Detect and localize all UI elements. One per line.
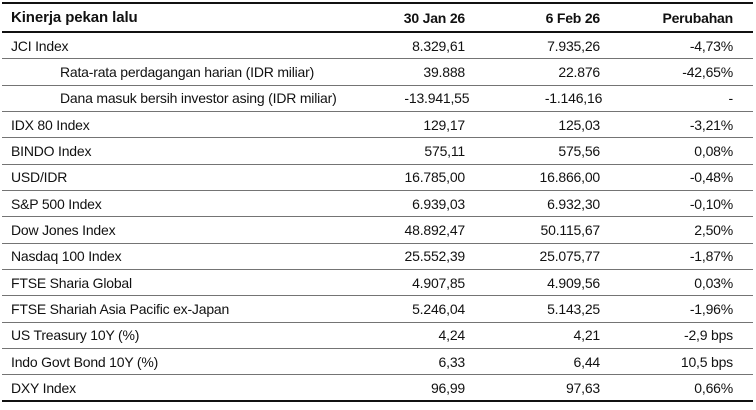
value-6feb: 25.075,77 [539,248,601,265]
table-row: Dow Jones Index 48.892,47 50.115,67 2,50… [2,217,753,244]
table-row: FTSE Shariah Asia Pacific ex-Japan 5.246… [2,296,753,323]
value-change: -2,9 bps [684,327,733,344]
column-header-perubahan: Perubahan [662,9,733,26]
value-30jan: 4,24 [438,327,466,344]
row-label: S&P 500 Index [11,195,102,212]
value-change: -1,96% [689,301,733,318]
table-row: DXY Index 96,99 97,63 0,66% [2,375,753,402]
row-label: BINDO Index [11,143,92,160]
row-label: Dow Jones Index [11,222,116,239]
row-label: FTSE Sharia Global [11,274,132,291]
row-label: DXY Index [11,379,76,396]
value-30jan: 25.552,39 [404,248,466,265]
table-title: Kinerja pekan lalu [11,9,138,26]
column-header-30jan: 30 Jan 26 [403,9,465,26]
value-6feb: 6.932,30 [547,195,600,212]
value-change: 10,5 bps [680,353,733,370]
table-row: Rata-rata perdagangan harian (IDR miliar… [2,59,753,86]
value-6feb: 6,44 [573,353,601,370]
column-header-6feb: 6 Feb 26 [545,9,601,26]
value-change: -3,21% [689,116,733,133]
value-6feb: 16.866,00 [539,169,601,186]
row-label: Dana masuk bersih investor asing (IDR mi… [60,90,337,107]
table-row: USD/IDR 16.785,00 16.866,00 -0,48% [2,165,753,192]
table-row: US Treasury 10Y (%) 4,24 4,21 -2,9 bps [2,323,753,350]
value-change: -4,73% [689,37,733,54]
value-30jan: 6,33 [438,353,466,370]
value-change: - [728,90,734,107]
value-change: -42,65% [682,64,733,81]
value-30jan: -13.941,55 [404,90,470,107]
value-30jan: 48.892,47 [404,222,466,239]
value-30jan: 8.329,61 [412,37,465,54]
value-6feb: 575,56 [558,143,600,160]
table-row: FTSE Sharia Global 4.907,85 4.909,56 0,0… [2,270,753,297]
table-row: Dana masuk bersih investor asing (IDR mi… [2,86,753,113]
table-row: S&P 500 Index 6.939,03 6.932,30 -0,10% [2,191,753,218]
value-30jan: 6.939,03 [412,195,465,212]
value-change: 0,08% [694,143,733,160]
value-change: 0,03% [694,274,733,291]
value-change: 2,50% [694,222,733,239]
value-30jan: 96,99 [430,379,465,396]
row-label: Rata-rata perdagangan harian (IDR miliar… [60,64,315,81]
value-30jan: 16.785,00 [404,169,466,186]
table-row: Nasdaq 100 Index 25.552,39 25.075,77 -1,… [2,244,753,271]
value-6feb: -1.146,16 [544,90,603,107]
value-6feb: 4,21 [573,327,601,344]
row-label: FTSE Shariah Asia Pacific ex-Japan [11,301,230,318]
row-label: USD/IDR [11,169,68,186]
value-6feb: 7.935,26 [547,37,600,54]
row-label: JCI Index [11,37,69,54]
value-change: -0,10% [689,195,733,212]
table-row: BINDO Index 575,11 575,56 0,08% [2,138,753,165]
table-row: JCI Index 8.329,61 7.935,26 -4,73% [2,33,753,60]
table-body: JCI Index 8.329,61 7.935,26 -4,73% Rata-… [2,33,753,402]
table-row: IDX 80 Index 129,17 125,03 -3,21% [2,112,753,139]
value-6feb: 5.143,25 [547,301,600,318]
value-change: -0,48% [689,169,733,186]
value-change: 0,66% [694,379,733,396]
value-6feb: 22.876 [558,64,600,81]
value-30jan: 5.246,04 [412,301,465,318]
row-label: Indo Govt Bond 10Y (%) [11,353,159,370]
value-30jan: 4.907,85 [412,274,465,291]
value-6feb: 97,63 [565,379,600,396]
row-label: IDX 80 Index [11,116,90,133]
row-label: Nasdaq 100 Index [11,248,122,265]
performance-table: Kinerja pekan lalu 30 Jan 26 6 Feb 26 Pe… [2,2,753,402]
value-6feb: 125,03 [558,116,600,133]
row-label: US Treasury 10Y (%) [11,327,140,344]
value-change: -1,87% [689,248,733,265]
value-6feb: 50.115,67 [540,222,601,239]
table-header-row: Kinerja pekan lalu 30 Jan 26 6 Feb 26 Pe… [2,4,753,33]
table-row: Indo Govt Bond 10Y (%) 6,33 6,44 10,5 bp… [2,349,753,376]
value-30jan: 129,17 [423,116,465,133]
value-30jan: 39.888 [423,64,465,81]
value-30jan: 575,11 [424,143,465,160]
value-6feb: 4.909,56 [547,274,600,291]
